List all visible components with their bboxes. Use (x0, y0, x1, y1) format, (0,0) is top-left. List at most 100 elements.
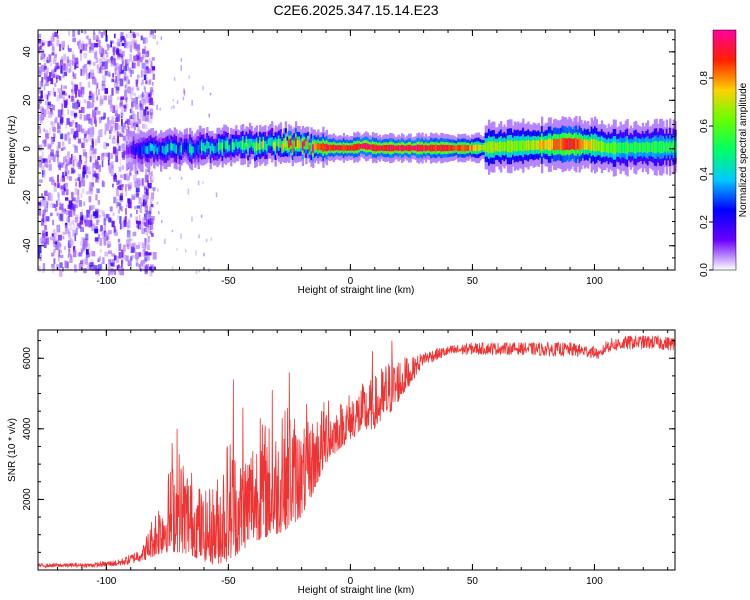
noise-speckle (50, 62, 52, 67)
band-cell (336, 145, 339, 151)
noise-speckle (101, 160, 104, 168)
band-cell (284, 137, 288, 147)
noise-speckle (116, 73, 121, 81)
noise-speckle (171, 230, 174, 233)
noise-speckle (118, 239, 121, 243)
noise-speckle (142, 48, 146, 55)
noise-speckle (143, 85, 146, 90)
band-cell (373, 144, 376, 152)
noise-speckle (68, 222, 72, 226)
noise-speckle (70, 255, 73, 260)
noise-speckle (79, 49, 83, 54)
noise-speckle (114, 110, 118, 116)
noise-speckle (72, 144, 76, 148)
noise-speckle (144, 59, 149, 63)
band-cell (612, 141, 616, 155)
noise-speckle (121, 206, 123, 212)
band-cell (440, 144, 443, 152)
noise-speckle (41, 241, 44, 246)
noise-speckle (114, 269, 116, 275)
band-cell (387, 145, 390, 151)
noise-speckle (98, 67, 101, 74)
noise-speckle (55, 245, 59, 251)
noise-speckle (91, 92, 96, 97)
noise-speckle (118, 166, 122, 172)
noise-speckle (136, 74, 139, 81)
chart-title: C2E6.2025.347.15.14.E23 (273, 2, 438, 18)
band-cell (129, 145, 132, 154)
band-cell (342, 144, 346, 152)
noise-speckle (60, 148, 64, 151)
band-cell (650, 142, 653, 153)
noise-speckle (148, 252, 152, 256)
band-cell (633, 141, 636, 154)
noise-speckle (135, 83, 138, 87)
noise-speckle (50, 212, 53, 217)
noise-speckle (49, 72, 52, 78)
noise-speckle (38, 72, 43, 76)
band-cell (195, 144, 199, 152)
xtick-label: 100 (586, 576, 603, 587)
noise-speckle (130, 256, 133, 261)
noise-speckle (58, 242, 61, 249)
noise-speckle (67, 132, 70, 136)
noise-speckle (109, 206, 113, 212)
noise-speckle (48, 144, 52, 149)
noise-speckle (38, 125, 41, 129)
noise-speckle (81, 188, 85, 194)
noise-speckle (137, 129, 140, 133)
noise-speckle (106, 214, 110, 219)
noise-speckle (132, 111, 135, 118)
noise-speckle (152, 73, 155, 80)
noise-speckle (115, 85, 120, 94)
band-cell (452, 145, 455, 151)
noise-speckle (71, 191, 74, 199)
noise-speckle (43, 237, 48, 244)
band-cell (385, 145, 388, 152)
noise-speckle (96, 67, 100, 74)
noise-speckle (59, 116, 64, 123)
noise-speckle (126, 33, 128, 38)
noise-speckle (100, 116, 105, 120)
band-cell (482, 145, 486, 150)
noise-speckle (138, 241, 142, 246)
noise-speckle (99, 238, 103, 246)
noise-speckle (81, 90, 84, 98)
noise-speckle (147, 49, 150, 56)
noise-speckle (109, 94, 113, 103)
snr-line (37, 335, 676, 569)
noise-speckle (86, 113, 91, 121)
noise-speckle (65, 155, 67, 163)
band-cell (300, 141, 303, 149)
noise-speckle (147, 98, 150, 103)
noise-speckle (68, 30, 71, 36)
noise-speckle (117, 185, 120, 190)
noise-speckle (38, 38, 41, 44)
noise-speckle (144, 256, 148, 262)
noise-speckle (138, 52, 141, 61)
xtick-label: -50 (221, 576, 236, 587)
noise-speckle (135, 54, 140, 61)
noise-speckle (116, 131, 119, 137)
noise-speckle (120, 112, 124, 117)
band-cell (443, 145, 446, 152)
noise-speckle (89, 156, 92, 163)
noise-speckle (157, 188, 159, 192)
noise-speckle (150, 30, 154, 35)
band-cell (293, 140, 296, 149)
noise-speckle (115, 87, 120, 91)
band-cell (161, 145, 165, 154)
noise-speckle (97, 40, 101, 47)
noise-speckle (57, 109, 62, 118)
band-cell (529, 140, 532, 150)
noise-speckle (126, 41, 129, 49)
noise-speckle (136, 49, 140, 56)
noise-speckle (125, 103, 128, 109)
noise-speckle (50, 121, 53, 126)
band-cell (542, 140, 546, 150)
band-cell (481, 145, 484, 151)
band-cell (479, 144, 482, 151)
noise-speckle (120, 57, 123, 62)
noise-speckle (62, 96, 66, 103)
noise-speckle (115, 198, 119, 206)
